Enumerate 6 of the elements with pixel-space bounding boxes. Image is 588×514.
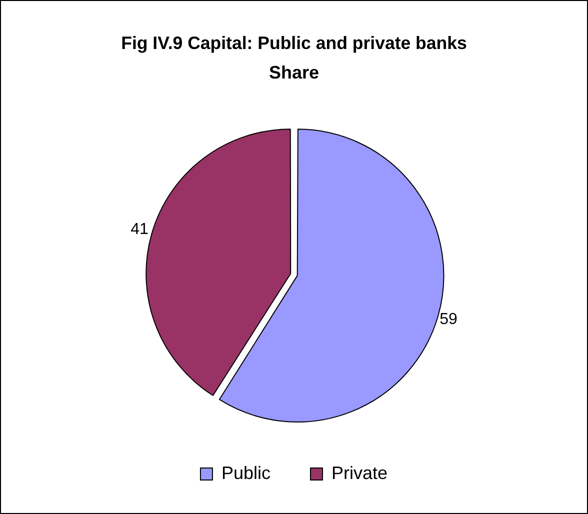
legend-label: Private [332, 462, 388, 483]
data-label: 59 [440, 310, 458, 328]
legend-label: Public [221, 462, 271, 483]
data-label: 41 [130, 221, 148, 238]
chart-subtitle: Share [268, 62, 320, 82]
chart-title: Fig IV.9 Capital: Public and private banks [121, 32, 467, 53]
